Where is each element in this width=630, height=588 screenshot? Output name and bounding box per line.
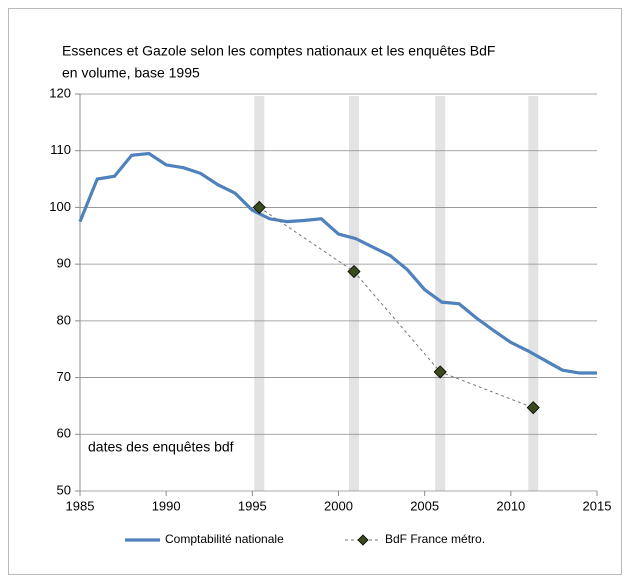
- x-tick-label: 2010: [496, 498, 525, 513]
- x-tick-label: 1995: [238, 498, 267, 513]
- x-tick-label: 2015: [583, 498, 612, 513]
- series-line: [78, 151, 597, 375]
- x-tick-label: 1985: [66, 498, 95, 513]
- x-tick-label: 2005: [410, 498, 439, 513]
- series-marker: [252, 200, 266, 214]
- series-marker: [433, 365, 447, 379]
- y-tick-label: 50: [57, 482, 71, 497]
- chart-subtitle: en volume, base 1995: [62, 65, 200, 81]
- series-marker: [347, 264, 361, 279]
- y-tick-label: 60: [57, 426, 71, 441]
- survey-band: [435, 96, 446, 491]
- survey-band: [528, 96, 539, 491]
- series-marker: [526, 401, 540, 415]
- y-tick-label: 80: [57, 312, 71, 327]
- x-tick-label: 2000: [324, 498, 353, 513]
- y-tick-label: 70: [57, 369, 71, 384]
- survey-band: [254, 96, 265, 491]
- chart-frame: [8, 8, 622, 575]
- survey-band: [349, 96, 360, 491]
- y-tick-label: 100: [49, 199, 71, 214]
- legend-label: BdF France métro.: [385, 532, 485, 546]
- y-tick-label: 110: [50, 142, 71, 157]
- y-tick-label: 120: [49, 85, 71, 100]
- series-line: [258, 207, 534, 409]
- chart-title: Essences et Gazole selon les comptes nat…: [62, 43, 495, 59]
- annotation: dates des enquêtes bdf: [88, 439, 234, 455]
- x-tick-label: 1990: [152, 498, 181, 513]
- y-tick-label: 90: [57, 256, 71, 271]
- legend-marker: [357, 534, 369, 546]
- legend-label: Comptabilité nationale: [165, 532, 284, 546]
